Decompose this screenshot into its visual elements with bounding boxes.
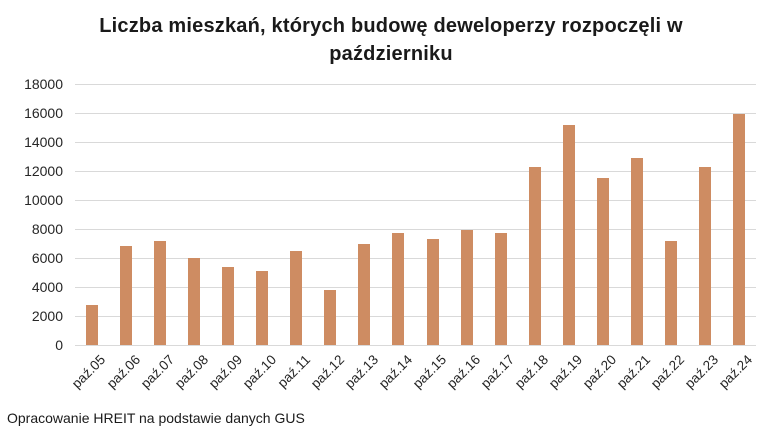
y-tick-label-8000: 8000 bbox=[31, 221, 63, 237]
bar-paź.07 bbox=[154, 241, 167, 345]
x-tick-label-paź.07: paź.07 bbox=[137, 352, 177, 392]
chart-title: Liczba mieszkań, których budowę dewelope… bbox=[99, 15, 683, 65]
x-tick-label-paź.21: paź.21 bbox=[614, 352, 654, 392]
bar-paź.19 bbox=[562, 124, 575, 345]
x-tick-label-paź.06: paź.06 bbox=[103, 352, 143, 392]
x-tick-label-paź.23: paź.23 bbox=[682, 352, 722, 392]
bar-paź.20 bbox=[596, 178, 609, 345]
gridline-18000 bbox=[75, 83, 756, 85]
bar-paź.24 bbox=[732, 113, 745, 345]
x-tick-label-paź.12: paź.12 bbox=[307, 352, 347, 392]
gridline-14000 bbox=[75, 141, 756, 143]
y-tick-label-16000: 16000 bbox=[24, 105, 63, 121]
gridline-4000 bbox=[75, 286, 756, 288]
x-tick-label-paź.09: paź.09 bbox=[205, 352, 245, 392]
bar-paź.12 bbox=[324, 289, 337, 345]
bar-paź.23 bbox=[698, 166, 711, 345]
bar-paź.14 bbox=[392, 233, 405, 345]
x-tick-label-paź.22: paź.22 bbox=[648, 352, 688, 392]
x-tick-label-paź.10: paź.10 bbox=[239, 352, 279, 392]
y-tick-label-2000: 2000 bbox=[31, 308, 63, 324]
x-tick-label-paź.24: paź.24 bbox=[716, 352, 756, 392]
y-tick-label-18000: 18000 bbox=[24, 76, 63, 92]
bar-paź.18 bbox=[528, 167, 541, 345]
bar-paź.16 bbox=[460, 230, 473, 345]
x-tick-label-paź.14: paź.14 bbox=[375, 352, 416, 392]
bar-paź.08 bbox=[188, 258, 201, 345]
gridline-0 bbox=[75, 344, 756, 346]
gridline-12000 bbox=[75, 170, 756, 172]
gridline-10000 bbox=[75, 199, 756, 201]
gridline-16000 bbox=[75, 112, 756, 114]
gridline-8000 bbox=[75, 228, 756, 230]
x-tick-label-paź.17: paź.17 bbox=[477, 352, 518, 392]
gridline-2000 bbox=[75, 315, 756, 317]
x-tick-label-paź.05: paź.05 bbox=[69, 352, 109, 392]
y-tick-label-14000: 14000 bbox=[24, 134, 63, 150]
x-tick-label-paź.16: paź.16 bbox=[443, 352, 484, 392]
x-tick-label-paź.20: paź.20 bbox=[580, 352, 620, 392]
x-tick-label-paź.18: paź.18 bbox=[512, 352, 552, 392]
y-tick-label-0: 0 bbox=[55, 337, 63, 353]
bar-paź.22 bbox=[664, 241, 677, 345]
bar-paź.17 bbox=[494, 232, 507, 345]
x-tick-label-paź.19: paź.19 bbox=[546, 352, 586, 392]
bar-paź.06 bbox=[120, 246, 133, 345]
bar-paź.21 bbox=[630, 157, 643, 345]
plot-area bbox=[75, 83, 756, 346]
y-tick-label-12000: 12000 bbox=[24, 163, 63, 179]
bar-paź.15 bbox=[426, 239, 439, 345]
gridline-6000 bbox=[75, 257, 756, 259]
x-tick-label-paź.11: paź.11 bbox=[274, 352, 313, 391]
bar-paź.05 bbox=[86, 305, 99, 345]
bar-paź.13 bbox=[358, 244, 371, 345]
bar-paź.11 bbox=[290, 251, 303, 345]
bar-paź.09 bbox=[222, 266, 235, 345]
source-note: Opracowanie HREIT na podstawie danych GU… bbox=[7, 410, 305, 426]
y-tick-label-4000: 4000 bbox=[31, 279, 63, 295]
y-tick-label-10000: 10000 bbox=[24, 192, 63, 208]
x-tick-label-paź.13: paź.13 bbox=[341, 352, 382, 392]
bar-paź.10 bbox=[256, 271, 269, 345]
y-tick-label-6000: 6000 bbox=[31, 250, 63, 266]
x-tick-label-paź.15: paź.15 bbox=[409, 352, 450, 392]
x-tick-label-paź.08: paź.08 bbox=[171, 352, 211, 392]
